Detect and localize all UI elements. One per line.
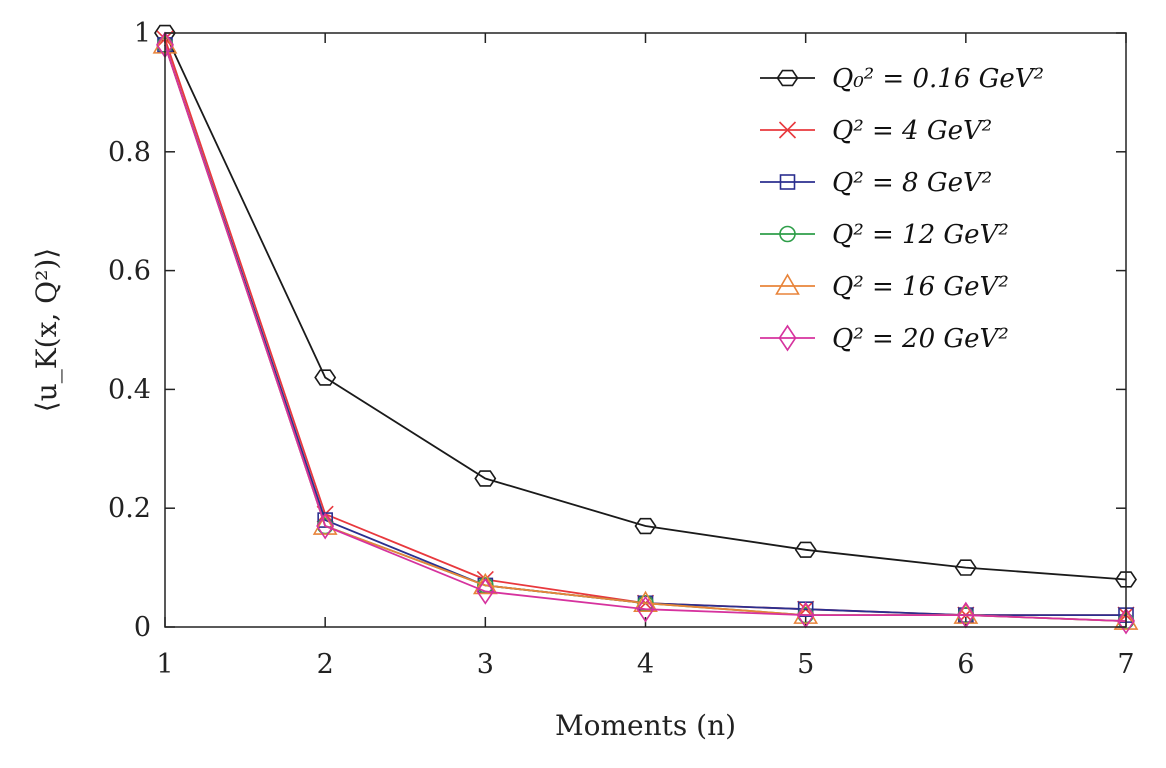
- x-tick-label: 1: [156, 649, 173, 680]
- data-point: [775, 273, 800, 295]
- data-point: [794, 541, 817, 558]
- data-point: [1117, 607, 1135, 635]
- data-point: [636, 595, 655, 623]
- data-point: [312, 513, 338, 535]
- data-point: [779, 174, 796, 190]
- legend-item: Q² = 4 GeV²: [760, 116, 992, 146]
- data-point: [954, 559, 977, 576]
- data-point: [472, 572, 498, 595]
- legend-label: Q² = 16 GeV²: [832, 272, 1009, 302]
- y-tick-label: 0.6: [108, 256, 151, 287]
- legend-item: Q² = 12 GeV²: [760, 220, 1009, 250]
- data-point: [778, 121, 797, 139]
- x-tick-label: 3: [477, 649, 494, 680]
- legend-item: Q² = 16 GeV²: [760, 272, 1009, 302]
- data-point: [778, 324, 797, 352]
- series-layer: [152, 24, 1139, 635]
- data-point: [316, 512, 335, 540]
- y-tick-label: 0.8: [108, 137, 151, 168]
- x-tick-label: 2: [317, 649, 334, 680]
- data-point: [793, 602, 819, 624]
- legend: Q₀² = 0.16 GeV² Q² = 4 GeV² Q² = 8 GeV² Q² …: [760, 64, 1044, 354]
- data-point: [634, 517, 657, 535]
- series-line: [164, 32, 1127, 581]
- data-point: [779, 225, 796, 243]
- legend-label: Q² = 4 GeV²: [832, 116, 992, 146]
- series-line: [164, 44, 1127, 622]
- y-axis-title: ⟨u_K(x, Q²)⟩: [30, 248, 63, 412]
- x-tick-label: 5: [797, 649, 814, 680]
- legend-label: Q² = 8 GeV²: [832, 168, 992, 198]
- plot-frame: [164, 32, 1127, 628]
- data-point: [953, 602, 979, 624]
- y-tick-labels: 0 0.2 0.4 0.6 0.8 1: [108, 18, 151, 643]
- legend-label: Q² = 12 GeV²: [832, 220, 1009, 250]
- legend-item: Q² = 20 GeV²: [760, 324, 1009, 354]
- legend-item: Q₀² = 0.16 GeV²: [760, 64, 1044, 94]
- legend-item: Q² = 8 GeV²: [760, 168, 992, 198]
- series-1: [154, 24, 1137, 588]
- y-tick-label: 0.4: [108, 374, 151, 405]
- x-axis-title: Moments (n): [555, 709, 736, 742]
- y-tick-label: 0.2: [108, 493, 151, 524]
- legend-label: Q² = 20 GeV²: [832, 324, 1009, 354]
- x-tick-label: 4: [637, 649, 654, 680]
- y-tick-label: 0: [134, 612, 151, 643]
- data-point: [474, 470, 497, 487]
- data-point: [633, 590, 658, 613]
- y-tick-label: 1: [134, 18, 151, 49]
- data-point: [1115, 571, 1137, 588]
- data-point: [776, 69, 799, 87]
- x-tick-label: 7: [1117, 649, 1134, 680]
- legend-label: Q₀² = 0.16 GeV²: [832, 64, 1044, 94]
- data-point: [476, 577, 495, 605]
- x-tick-labels: 1 2 3 4 5 6 7: [156, 649, 1134, 680]
- data-point: [1113, 608, 1139, 630]
- data-point: [314, 369, 337, 386]
- x-tick-label: 6: [957, 649, 974, 680]
